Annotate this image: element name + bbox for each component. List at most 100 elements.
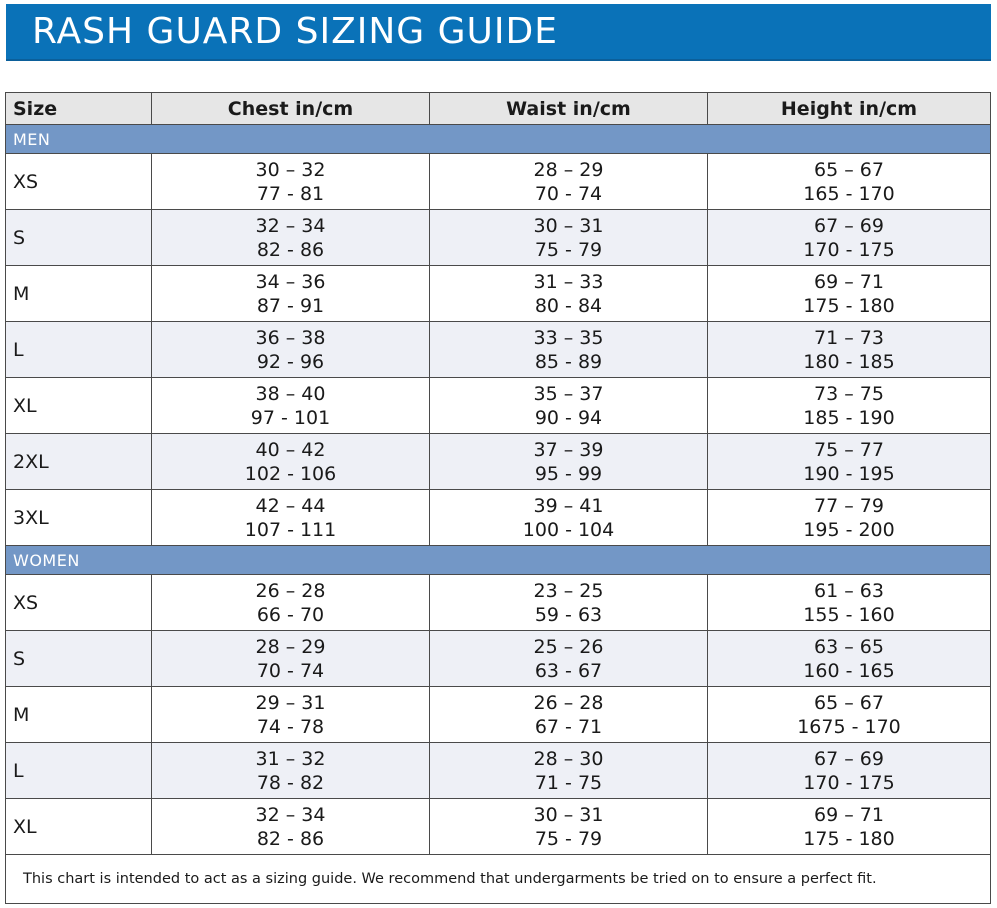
chest-centimeters: 87 - 91: [256, 294, 325, 317]
height-inches: 65 – 67: [814, 691, 884, 714]
chest-inches: 29 – 31: [255, 691, 326, 714]
height-centimeters: 195 - 200: [803, 518, 895, 541]
size-cell: XS: [5, 574, 152, 631]
size-cell: XL: [5, 798, 152, 855]
waist-centimeters: 95 - 99: [534, 462, 603, 485]
height-cell: 65 – 67 1675 - 170: [707, 686, 991, 743]
table-row: 2XL 40 – 42 102 - 106 37 – 39 95 - 99 75 – 77…: [5, 433, 991, 490]
size-cell: 2XL: [5, 433, 152, 490]
height-inches: 63 – 65: [814, 635, 884, 658]
chest-inches: 30 – 32: [255, 158, 326, 181]
group-header-row: MEN: [5, 124, 991, 154]
waist-cell: 31 – 33 80 - 84: [429, 265, 708, 322]
table-row: S 28 – 29 70 - 74 25 – 26 63 - 67 63 – 65 160 …: [5, 630, 991, 687]
chest-inches: 28 – 29: [255, 635, 326, 658]
waist-inches: 33 – 35: [533, 326, 604, 349]
waist-centimeters: 90 - 94: [534, 406, 603, 429]
waist-centimeters: 63 - 67: [534, 659, 603, 682]
waist-inches: 35 – 37: [533, 382, 604, 405]
chest-cell: 42 – 44 107 - 111: [151, 489, 430, 546]
waist-centimeters: 75 - 79: [534, 238, 603, 261]
waist-centimeters: 100 - 104: [522, 518, 615, 541]
size-cell: L: [5, 321, 152, 378]
height-cell: 67 – 69 170 - 175: [707, 742, 991, 799]
title-banner: RASH GUARD SIZING GUIDE: [6, 4, 991, 61]
size-cell: L: [5, 742, 152, 799]
footnote: This chart is intended to act as a sizin…: [5, 854, 991, 904]
waist-cell: 26 – 28 67 - 71: [429, 686, 708, 743]
waist-cell: 37 – 39 95 - 99: [429, 433, 708, 490]
height-cell: 69 – 71 175 - 180: [707, 265, 991, 322]
table-header-row: Size Chest in/cm Waist in/cm Height in/c…: [5, 92, 991, 125]
chest-centimeters: 66 - 70: [256, 603, 325, 626]
table-row: L 36 – 38 92 - 96 33 – 35 85 - 89 71 – 73 180 …: [5, 321, 991, 378]
height-inches: 67 – 69: [814, 747, 884, 770]
waist-centimeters: 59 - 63: [534, 603, 603, 626]
chest-cell: 40 – 42 102 - 106: [151, 433, 430, 490]
height-inches: 77 – 79: [814, 494, 884, 517]
chest-cell: 31 – 32 78 - 82: [151, 742, 430, 799]
height-centimeters: 170 - 175: [803, 238, 895, 261]
chest-cell: 28 – 29 70 - 74: [151, 630, 430, 687]
table-row: XS 26 – 28 66 - 70 23 – 25 59 - 63 61 – 63 155…: [5, 574, 991, 631]
height-centimeters: 1675 - 170: [797, 715, 901, 738]
waist-inches: 39 – 41: [533, 494, 604, 517]
table-row: XL 38 – 40 97 - 101 35 – 37 90 - 94 73 – 75 18…: [5, 377, 991, 434]
chest-centimeters: 97 - 101: [250, 406, 331, 429]
waist-centimeters: 71 - 75: [534, 771, 603, 794]
table-row: L 31 – 32 78 - 82 28 – 30 71 - 75 67 – 69 170 …: [5, 742, 991, 799]
height-cell: 67 – 69 170 - 175: [707, 209, 991, 266]
chest-inches: 32 – 34: [255, 803, 326, 826]
table-row: XL 32 – 34 82 - 86 30 – 31 75 - 79 69 – 71 175…: [5, 798, 991, 855]
chest-centimeters: 78 - 82: [256, 771, 325, 794]
size-cell: XL: [5, 377, 152, 434]
waist-inches: 37 – 39: [533, 438, 604, 461]
height-inches: 71 – 73: [814, 326, 884, 349]
table-row: M 29 – 31 74 - 78 26 – 28 67 - 71 65 – 67 1675…: [5, 686, 991, 743]
waist-cell: 30 – 31 75 - 79: [429, 209, 708, 266]
group-label: WOMEN: [5, 545, 991, 575]
height-centimeters: 165 - 170: [803, 182, 895, 205]
size-cell: M: [5, 686, 152, 743]
height-cell: 61 – 63 155 - 160: [707, 574, 991, 631]
sizing-table: Size Chest in/cm Waist in/cm Height in/c…: [5, 92, 991, 904]
column-header-chest: Chest in/cm: [151, 92, 430, 125]
chest-centimeters: 82 - 86: [256, 827, 325, 850]
waist-inches: 28 – 30: [533, 747, 604, 770]
waist-centimeters: 67 - 71: [534, 715, 603, 738]
waist-centimeters: 70 - 74: [534, 182, 603, 205]
group-label: MEN: [5, 124, 991, 154]
table-row: M 34 – 36 87 - 91 31 – 33 80 - 84 69 – 71 175 …: [5, 265, 991, 322]
waist-centimeters: 85 - 89: [534, 350, 603, 373]
chest-inches: 36 – 38: [255, 326, 326, 349]
chest-inches: 26 – 28: [255, 579, 326, 602]
height-centimeters: 160 - 165: [803, 659, 895, 682]
chest-centimeters: 102 - 106: [244, 462, 337, 485]
height-cell: 63 – 65 160 - 165: [707, 630, 991, 687]
chest-cell: 38 – 40 97 - 101: [151, 377, 430, 434]
size-cell: M: [5, 265, 152, 322]
waist-inches: 30 – 31: [533, 803, 604, 826]
size-cell: S: [5, 630, 152, 687]
chest-cell: 34 – 36 87 - 91: [151, 265, 430, 322]
chest-centimeters: 92 - 96: [256, 350, 325, 373]
height-centimeters: 190 - 195: [803, 462, 895, 485]
height-inches: 73 – 75: [814, 382, 884, 405]
height-inches: 69 – 71: [814, 270, 884, 293]
height-centimeters: 185 - 190: [803, 406, 895, 429]
waist-inches: 30 – 31: [533, 214, 604, 237]
height-centimeters: 180 - 185: [803, 350, 895, 373]
height-inches: 69 – 71: [814, 803, 884, 826]
page-title: RASH GUARD SIZING GUIDE: [32, 11, 558, 52]
chest-cell: 29 – 31 74 - 78: [151, 686, 430, 743]
chest-cell: 32 – 34 82 - 86: [151, 209, 430, 266]
chest-centimeters: 70 - 74: [256, 659, 325, 682]
chest-cell: 26 – 28 66 - 70: [151, 574, 430, 631]
waist-inches: 28 – 29: [533, 158, 604, 181]
height-cell: 75 – 77 190 - 195: [707, 433, 991, 490]
height-inches: 65 – 67: [814, 158, 884, 181]
size-cell: 3XL: [5, 489, 152, 546]
waist-cell: 25 – 26 63 - 67: [429, 630, 708, 687]
height-cell: 77 – 79 195 - 200: [707, 489, 991, 546]
height-cell: 73 – 75 185 - 190: [707, 377, 991, 434]
